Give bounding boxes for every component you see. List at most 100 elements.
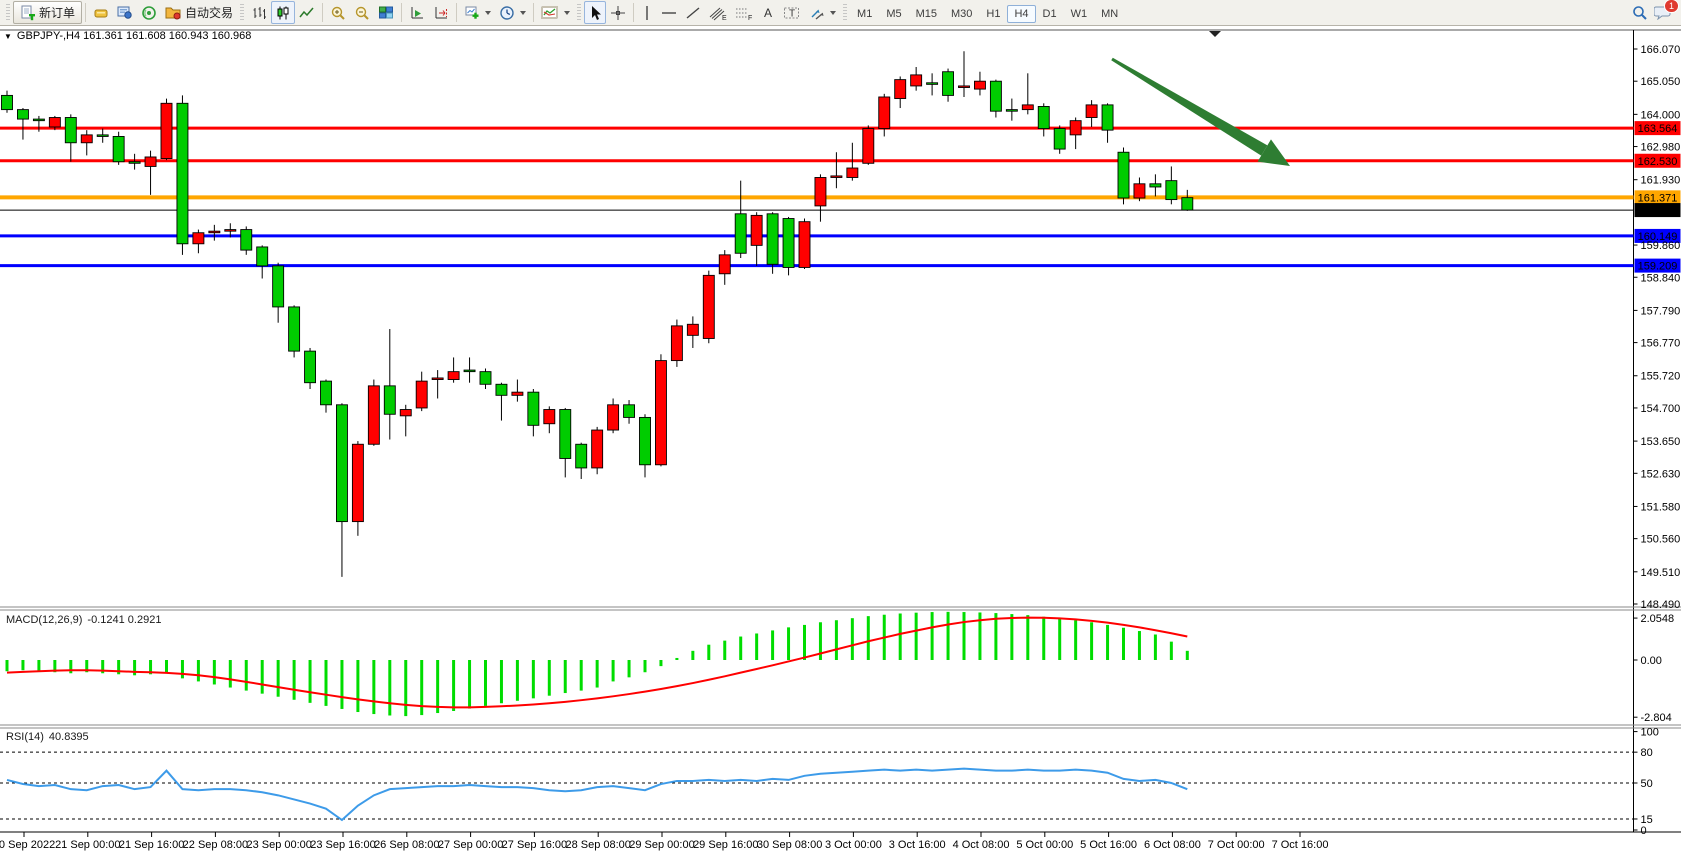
indicators-dropdown-caret[interactable] [564,10,571,15]
svg-text:23 Sep 00:00: 23 Sep 00:00 [246,839,311,851]
gold-profile-icon [94,9,108,17]
market-watch-button[interactable] [113,1,137,24]
svg-text:158.840: 158.840 [1641,272,1681,284]
zoom-out-icon [355,6,369,20]
toolbar-grip[interactable] [577,3,582,22]
svg-text:159.209: 159.209 [1638,261,1678,273]
timeframe-button-w1[interactable]: W1 [1070,7,1088,20]
new-order-button[interactable]: 新订单 [13,1,83,24]
new-chart-button[interactable] [460,1,495,24]
svg-text:160.149: 160.149 [1638,231,1678,243]
arrows-button[interactable] [805,1,840,24]
timeframe-button-m15[interactable]: M15 [915,7,937,20]
rsi-value: 40.8395 [48,731,89,743]
toolbar-grip[interactable] [6,3,10,22]
arrow-objects-icon [811,9,824,20]
signals-button[interactable] [137,1,161,24]
svg-text:162.530: 162.530 [1638,156,1678,168]
auto-scroll-icon [411,6,424,18]
periods-dropdown-caret[interactable] [520,10,527,15]
tile-windows-icon [379,6,394,18]
candlestick-chart-button[interactable] [271,1,296,24]
arrows-dropdown-caret[interactable] [830,10,837,15]
rsi-name: RSI(14) [6,731,44,743]
trendline-button[interactable] [681,1,705,24]
trend-arrow-object[interactable] [1111,57,1290,166]
chart-shift-marker[interactable] [1209,31,1221,37]
timeframe-button-mn[interactable]: MN [1101,7,1119,20]
svg-text:148.490: 148.490 [1641,599,1681,611]
svg-text:100: 100 [1641,727,1659,739]
svg-text:160.968: 160.968 [1638,205,1678,217]
cursor-icon [592,5,602,20]
timeframe-button-h4[interactable]: H4 [1007,4,1036,23]
timeframe-button-m1[interactable]: M1 [857,7,873,20]
svg-text:0: 0 [1641,825,1647,837]
price-axis[interactable]: 166.070 165.050 164.000 162.980 161.930 159.8… [1633,44,1681,611]
auto-trading-label: 自动交易 [185,6,234,20]
timeframe-button-m30[interactable]: M30 [951,7,973,20]
svg-text:159.860: 159.860 [1641,240,1681,252]
rsi-label: RSI(14) 40.8395 [6,731,89,743]
clock-icon [500,5,514,20]
auto-trading-button[interactable]: 自动交易 [161,1,237,24]
signal-icon [142,5,156,20]
macd-values: -0.1241 0.2921 [87,614,162,626]
fibonacci-button[interactable]: F [731,1,757,24]
svg-text:A: A [764,6,772,20]
indicators-button[interactable] [537,1,574,24]
svg-text:149.510: 149.510 [1641,567,1681,579]
svg-text:5 Oct 16:00: 5 Oct 16:00 [1080,839,1137,851]
chart-window[interactable]: 163.564 162.530 161.371 160.149 159.209 160.9… [0,26,1681,851]
timeframe-button-m5[interactable]: M5 [886,7,902,20]
chart-shift-button[interactable] [429,1,453,24]
market-watch-icon [117,6,132,19]
search-icon[interactable] [1632,5,1648,21]
periods-button[interactable] [495,1,530,24]
svg-text:22 Sep 08:00: 22 Sep 08:00 [183,839,248,851]
svg-text:161.930: 161.930 [1641,175,1681,187]
line-chart-icon [299,7,314,17]
chat-button[interactable]: 1 [1654,0,1679,22]
vertical-line-button[interactable] [637,1,657,24]
svg-text:7 Oct 16:00: 7 Oct 16:00 [1272,839,1329,851]
svg-text:F: F [748,15,752,21]
rsi-panel: 100 80 50 150 [0,727,1659,837]
zoom-in-button[interactable] [326,1,350,24]
svg-text:151.580: 151.580 [1641,501,1681,513]
equidistant-channel-button[interactable]: E [705,1,731,24]
new-chart-dropdown-caret[interactable] [485,10,492,15]
cursor-button[interactable] [584,1,607,24]
text-button[interactable]: A [757,1,779,24]
svg-text:153.650: 153.650 [1641,436,1681,448]
crosshair-icon [611,5,626,20]
zoom-in-icon [331,6,345,20]
timeframe-button-h1[interactable]: H1 [986,7,1001,20]
svg-text:3 Oct 16:00: 3 Oct 16:00 [889,839,946,851]
chart-canvas[interactable]: 163.564 162.530 161.371 160.149 159.209 160.9… [0,26,1681,851]
toolbar-grip[interactable] [240,3,245,22]
svg-text:26 Sep 08:00: 26 Sep 08:00 [374,839,439,851]
svg-text:7 Oct 00:00: 7 Oct 00:00 [1208,839,1265,851]
svg-text:21 Sep 00:00: 21 Sep 00:00 [55,839,120,851]
timeframe-button-d1[interactable]: D1 [1042,7,1057,20]
new-order-label: 新订单 [39,6,76,20]
auto-scroll-button[interactable] [405,1,429,24]
candlestick-chart-icon [277,6,289,19]
svg-text:T: T [789,8,795,19]
profiles-button[interactable] [89,1,113,24]
tile-windows-button[interactable] [374,1,398,24]
toolbar-grip[interactable] [843,3,848,22]
zoom-out-button[interactable] [350,1,374,24]
chart-title-text: GBPJPY-,H4 161.361 161.608 160.943 160.9… [16,30,252,42]
text-label-button[interactable]: T [779,1,805,24]
crosshair-button[interactable] [606,1,630,24]
svg-text:161.371: 161.371 [1638,192,1678,204]
line-chart-button[interactable] [295,1,319,24]
one-click-trading-icon[interactable]: ▼ [4,31,12,41]
candles [1,51,1194,577]
bar-chart-button[interactable] [247,1,271,24]
new-order-icon [21,5,35,20]
horizontal-line-button[interactable] [657,1,681,24]
